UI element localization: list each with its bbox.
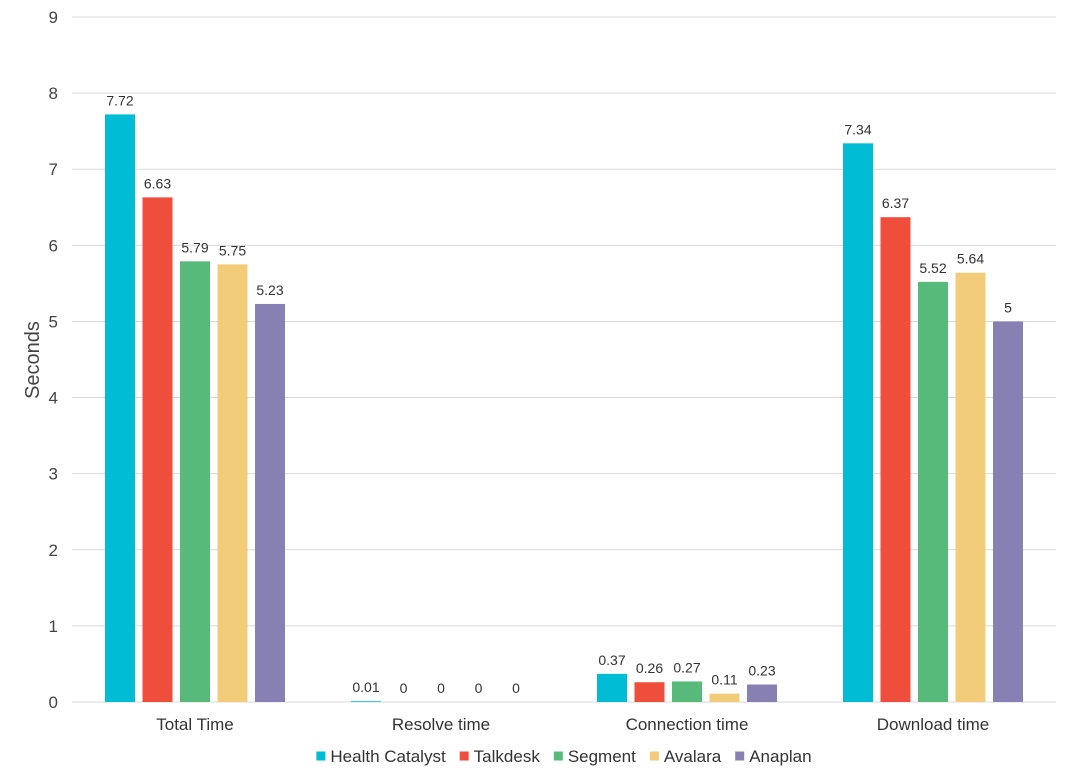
value-label-segment-connection-time: 0.27 xyxy=(673,659,700,675)
legend-swatch-avalara xyxy=(649,751,659,761)
value-label-segment-download-time: 5.52 xyxy=(919,260,946,276)
value-label-health-catalyst-connection-time: 0.37 xyxy=(598,652,625,668)
y-axis-ticks: 0 1 2 3 4 5 6 7 8 9 xyxy=(49,8,58,712)
value-label-avalara-total-time: 5.75 xyxy=(219,242,246,258)
value-label-talkdesk-connection-time: 0.26 xyxy=(636,660,663,676)
category-labels: Total Time Resolve time Connection time Dow… xyxy=(156,715,989,734)
value-label-segment-resolve-time: 0 xyxy=(437,680,445,696)
value-labels: 7.72 6.63 5.79 5.75 5.23 0.01 0 0 0 0 0.37 0.26 0.27… xyxy=(106,92,1012,696)
category-label-resolve-time: Resolve time xyxy=(392,715,490,734)
value-label-avalara-download-time: 5.64 xyxy=(957,251,984,267)
bar-health-catalyst-download-time xyxy=(843,143,873,702)
y-tick-label: 8 xyxy=(49,84,58,103)
value-label-avalara-connection-time: 0.11 xyxy=(711,672,737,688)
legend-swatch-anaplan xyxy=(735,751,745,761)
value-label-segment-total-time: 5.79 xyxy=(181,239,208,255)
legend-item-anaplan: Anaplan xyxy=(735,747,812,766)
category-label-total-time: Total Time xyxy=(156,715,233,734)
value-label-anaplan-download-time: 5 xyxy=(1004,299,1012,315)
legend: Health Catalyst Talkdesk Segment Avalara Ana… xyxy=(316,747,812,766)
legend-label-talkdesk: Talkdesk xyxy=(474,747,541,766)
value-label-talkdesk-download-time: 6.37 xyxy=(882,195,909,211)
legend-item-avalara: Avalara xyxy=(649,747,722,766)
value-label-health-catalyst-resolve-time: 0.01 xyxy=(352,679,379,695)
bar-avalara-total-time xyxy=(217,264,248,702)
bar-health-catalyst-resolve-time xyxy=(351,701,381,702)
value-label-avalara-resolve-time: 0 xyxy=(475,680,483,696)
y-tick-label: 0 xyxy=(49,693,58,712)
legend-label-segment: Segment xyxy=(568,747,636,766)
bar-talkdesk-connection-time xyxy=(634,682,665,702)
value-label-health-catalyst-total-time: 7.72 xyxy=(106,92,133,108)
bar-segment-connection-time xyxy=(672,681,702,702)
bar-health-catalyst-total-time xyxy=(105,114,135,702)
category-label-connection-time: Connection time xyxy=(626,715,749,734)
bar-avalara-connection-time xyxy=(709,693,740,702)
bar-anaplan-download-time xyxy=(993,321,1023,702)
value-label-anaplan-connection-time: 0.23 xyxy=(748,662,775,678)
value-label-anaplan-total-time: 5.23 xyxy=(256,282,283,298)
legend-swatch-health-catalyst xyxy=(316,751,326,761)
bars xyxy=(105,114,1023,702)
y-tick-label: 4 xyxy=(49,389,58,408)
y-tick-label: 7 xyxy=(49,160,58,179)
legend-item-health-catalyst: Health Catalyst xyxy=(316,747,446,766)
bar-talkdesk-download-time xyxy=(880,217,911,702)
value-label-talkdesk-resolve-time: 0 xyxy=(400,680,408,696)
y-tick-label: 3 xyxy=(49,465,58,484)
y-tick-label: 9 xyxy=(49,8,58,27)
y-tick-label: 6 xyxy=(49,236,58,255)
y-tick-label: 2 xyxy=(49,541,58,560)
legend-label-avalara: Avalara xyxy=(664,747,722,766)
bar-anaplan-total-time xyxy=(255,303,285,702)
legend-label-health-catalyst: Health Catalyst xyxy=(330,747,446,766)
bar-talkdesk-total-time xyxy=(142,197,173,702)
category-label-download-time: Download time xyxy=(877,715,989,734)
legend-swatch-talkdesk xyxy=(459,751,469,761)
y-tick-label: 5 xyxy=(49,312,58,331)
bar-avalara-download-time xyxy=(955,272,986,702)
legend-label-anaplan: Anaplan xyxy=(749,747,811,766)
bar-anaplan-connection-time xyxy=(747,684,777,702)
value-label-anaplan-resolve-time: 0 xyxy=(512,680,520,696)
bar-segment-download-time xyxy=(918,281,948,702)
y-tick-label: 1 xyxy=(49,617,58,636)
legend-swatch-segment xyxy=(553,751,563,761)
y-axis-label: Seconds xyxy=(22,321,44,399)
legend-item-talkdesk: Talkdesk xyxy=(459,747,541,766)
value-label-talkdesk-total-time: 6.63 xyxy=(144,175,171,191)
bar-segment-total-time xyxy=(180,261,210,702)
value-label-health-catalyst-download-time: 7.34 xyxy=(844,121,871,137)
bar-health-catalyst-connection-time xyxy=(597,673,627,702)
legend-item-segment: Segment xyxy=(553,747,636,766)
